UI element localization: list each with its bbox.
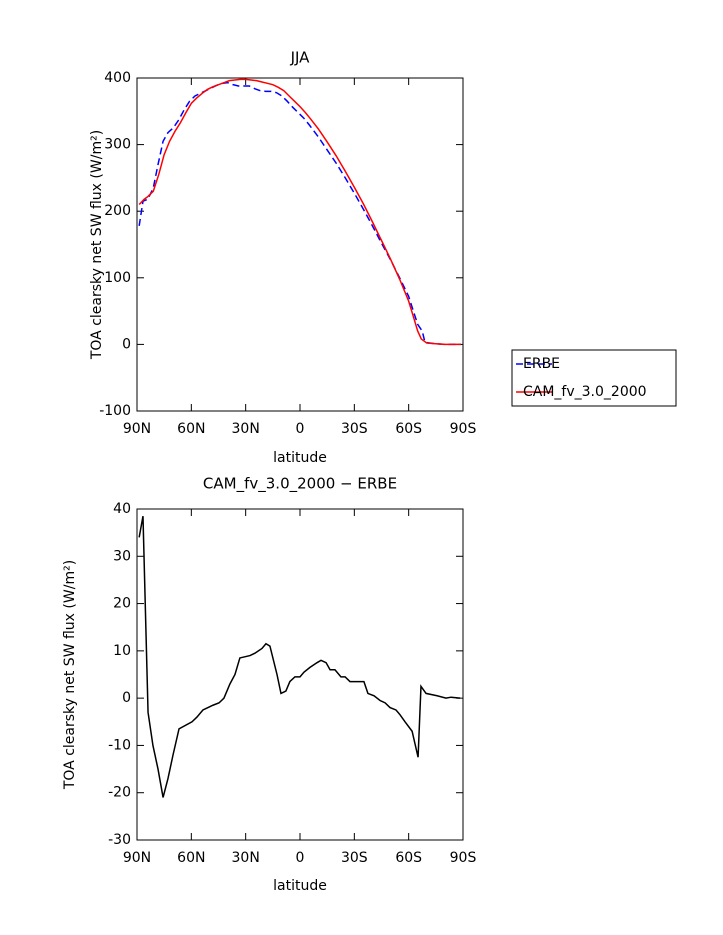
x-tick-label: 30N [232, 421, 260, 437]
x-tick-label: 60N [177, 850, 205, 866]
y-tick-label: -30 [108, 832, 131, 848]
y-tick-label: 200 [104, 203, 131, 219]
x-tick-label: 30S [341, 421, 368, 437]
x-tick-label: 90N [123, 421, 151, 437]
y-axis-label: TOA clearsky net SW flux (W/m²) [62, 560, 78, 790]
legend-label: ERBE [523, 356, 560, 372]
plot-frame [136, 77, 464, 412]
y-tick-label: 0 [122, 336, 131, 352]
y-tick-label: 30 [113, 548, 131, 564]
x-tick-label: 30S [341, 850, 368, 866]
x-tick-label: 90S [450, 850, 477, 866]
chart-title: JJA [290, 49, 311, 67]
y-tick-label: 100 [104, 270, 131, 286]
y-tick-label: 20 [113, 596, 131, 612]
x-tick-label: 0 [296, 850, 305, 866]
y-axis-label: TOA clearsky net SW flux (W/m²) [89, 130, 105, 360]
x-tick-label: 60N [177, 421, 205, 437]
y-tick-label: 400 [104, 70, 131, 86]
y-tick-label: 40 [113, 501, 131, 517]
x-axis-label: latitude [273, 878, 327, 894]
x-tick-label: 90N [123, 850, 151, 866]
y-tick-label: 0 [122, 690, 131, 706]
legend-label: CAM_fv_3.0_2000 [523, 384, 647, 400]
x-axis-label: latitude [273, 450, 327, 466]
plot-frame [136, 508, 464, 841]
x-tick-label: 60S [395, 850, 422, 866]
data-line [138, 515, 461, 798]
legend-box [511, 349, 677, 407]
chart-title: CAM_fv_3.0_2000 − ERBE [203, 475, 397, 494]
y-tick-label: 300 [104, 137, 131, 153]
y-tick-label: -100 [99, 403, 131, 419]
data-line [138, 81, 461, 346]
x-tick-label: 0 [296, 421, 305, 437]
x-tick-label: 60S [395, 421, 422, 437]
y-tick-label: -20 [108, 785, 131, 801]
y-tick-label: 10 [113, 643, 131, 659]
y-tick-label: -10 [108, 737, 131, 753]
data-line [138, 78, 461, 346]
x-tick-label: 90S [450, 421, 477, 437]
x-tick-label: 30N [232, 850, 260, 866]
